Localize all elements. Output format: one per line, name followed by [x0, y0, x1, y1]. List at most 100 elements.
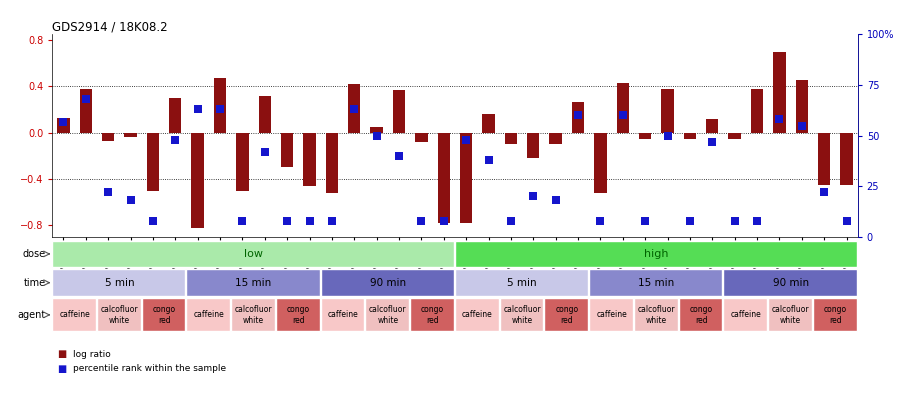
Point: [191, 106, 205, 113]
Text: time: time: [23, 278, 46, 288]
Bar: [124, 133, 137, 137]
Point: [571, 112, 585, 119]
Point: [817, 189, 832, 196]
Bar: [728, 133, 741, 139]
Bar: [550, 133, 562, 144]
Point: [459, 136, 473, 143]
Point: [280, 217, 294, 224]
Point: [168, 136, 183, 143]
Text: percentile rank within the sample: percentile rank within the sample: [73, 364, 226, 373]
Bar: [186, 298, 230, 331]
Bar: [186, 269, 320, 296]
Bar: [662, 89, 674, 133]
Bar: [320, 269, 454, 296]
Text: ■: ■: [57, 364, 66, 373]
Bar: [258, 96, 271, 133]
Point: [548, 197, 562, 204]
Point: [616, 112, 630, 119]
Point: [727, 217, 742, 224]
Bar: [415, 133, 428, 142]
Point: [840, 217, 854, 224]
Text: calcofluor
white: calcofluor white: [235, 305, 273, 324]
Bar: [276, 298, 320, 331]
Bar: [527, 133, 539, 158]
Text: calcofluor
white: calcofluor white: [637, 305, 675, 324]
Bar: [192, 133, 203, 228]
Bar: [303, 133, 316, 186]
Text: congo
red: congo red: [555, 305, 579, 324]
Bar: [796, 79, 808, 133]
Bar: [751, 89, 763, 133]
Bar: [320, 298, 364, 331]
Point: [257, 149, 272, 155]
Point: [526, 193, 541, 200]
Bar: [393, 90, 405, 133]
Text: congo
red: congo red: [287, 305, 310, 324]
Text: 90 min: 90 min: [370, 278, 406, 288]
Point: [750, 217, 764, 224]
Point: [78, 96, 93, 102]
Point: [302, 217, 317, 224]
Text: calcofluor
white: calcofluor white: [503, 305, 541, 324]
Bar: [594, 133, 607, 193]
Bar: [281, 133, 293, 168]
Text: GDS2914 / 18K08.2: GDS2914 / 18K08.2: [52, 20, 167, 33]
Point: [325, 217, 339, 224]
Text: 15 min: 15 min: [236, 278, 272, 288]
Bar: [639, 133, 652, 139]
Bar: [500, 298, 544, 331]
Bar: [769, 298, 812, 331]
Text: calcofluor
white: calcofluor white: [369, 305, 407, 324]
Point: [772, 116, 787, 123]
Point: [683, 217, 698, 224]
Text: calcofluor
white: calcofluor white: [772, 305, 809, 324]
Bar: [590, 269, 723, 296]
Text: congo
red: congo red: [421, 305, 444, 324]
Bar: [773, 52, 786, 133]
Text: high: high: [644, 249, 669, 259]
Bar: [813, 298, 857, 331]
Text: congo
red: congo red: [152, 305, 176, 324]
Bar: [410, 298, 454, 331]
Bar: [437, 133, 450, 223]
Point: [392, 153, 406, 159]
Bar: [348, 84, 360, 133]
Bar: [724, 269, 857, 296]
Bar: [231, 298, 274, 331]
Text: dose: dose: [22, 249, 46, 259]
Bar: [147, 133, 159, 191]
Text: agent: agent: [17, 310, 46, 320]
Bar: [460, 133, 473, 223]
Text: calcofluor
white: calcofluor white: [101, 305, 138, 324]
Text: log ratio: log ratio: [73, 350, 111, 359]
Bar: [214, 79, 226, 133]
Bar: [544, 298, 588, 331]
Bar: [818, 133, 831, 185]
Point: [101, 189, 115, 196]
Bar: [454, 269, 588, 296]
Bar: [505, 133, 517, 144]
Text: caffeine: caffeine: [194, 310, 224, 320]
Bar: [236, 133, 248, 191]
Point: [146, 217, 160, 224]
Point: [482, 157, 496, 163]
Text: 5 min: 5 min: [508, 278, 537, 288]
Bar: [616, 83, 629, 133]
Bar: [52, 241, 454, 267]
Bar: [590, 298, 633, 331]
Point: [414, 217, 428, 224]
Bar: [679, 298, 723, 331]
Bar: [52, 269, 185, 296]
Point: [705, 139, 719, 145]
Bar: [365, 298, 410, 331]
Bar: [141, 298, 185, 331]
Bar: [102, 133, 114, 141]
Bar: [634, 298, 678, 331]
Text: caffeine: caffeine: [59, 310, 90, 320]
Point: [123, 197, 138, 204]
Text: congo
red: congo red: [689, 305, 713, 324]
Bar: [572, 102, 584, 133]
Bar: [79, 89, 92, 133]
Bar: [169, 98, 182, 133]
Bar: [454, 298, 499, 331]
